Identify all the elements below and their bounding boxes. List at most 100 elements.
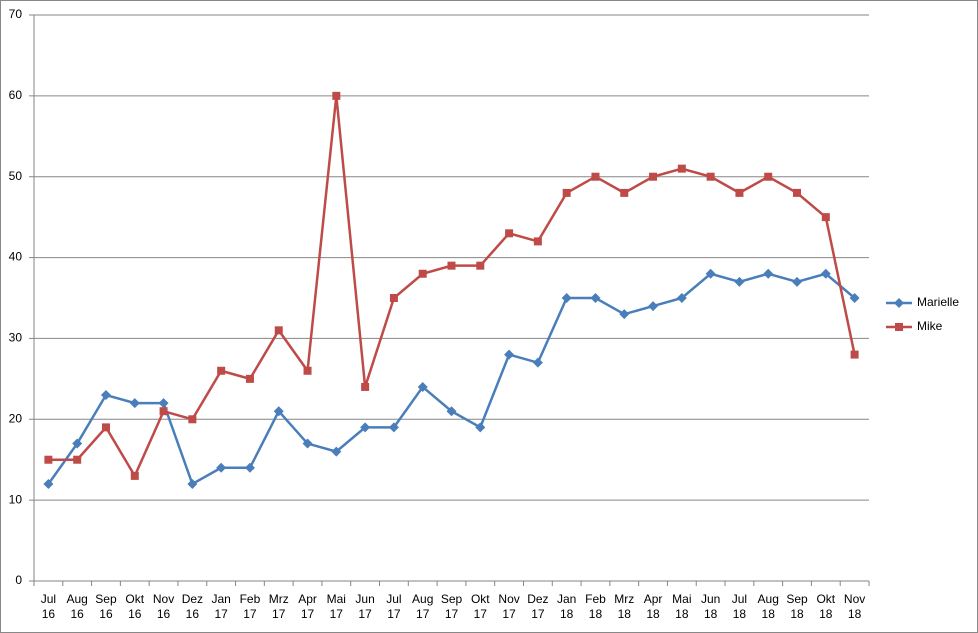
legend-marker — [894, 298, 904, 308]
data-point — [821, 213, 830, 222]
data-point — [706, 172, 715, 181]
legend-marker — [895, 323, 903, 331]
data-point — [705, 268, 716, 279]
x-tick-label: Jan 18 — [556, 592, 577, 621]
x-tick-label: Apr 17 — [298, 592, 317, 621]
data-point — [447, 261, 456, 270]
x-tick-label: Jul 17 — [386, 592, 402, 621]
x-tick-label: Mai 18 — [672, 592, 692, 621]
x-tick-label: Jun 18 — [700, 592, 721, 621]
x-tick-label: Sep 16 — [95, 592, 117, 621]
data-point — [158, 398, 169, 409]
y-tick-label: 30 — [9, 331, 23, 345]
legend-label: Mike — [917, 319, 943, 333]
data-point — [187, 478, 198, 489]
data-point — [388, 422, 399, 433]
y-tick-label: 60 — [9, 88, 23, 102]
data-point — [561, 293, 572, 303]
data-point — [302, 438, 313, 449]
data-point — [245, 374, 254, 383]
data-point — [648, 301, 659, 312]
x-tick-label: Okt 18 — [816, 592, 836, 621]
data-point — [73, 455, 82, 464]
data-point — [820, 268, 831, 279]
data-point — [677, 164, 686, 173]
y-tick-label: 50 — [9, 169, 23, 183]
y-tick-label: 20 — [9, 411, 23, 425]
data-point — [303, 366, 312, 375]
x-tick-label: Sep 18 — [786, 592, 808, 621]
data-point — [562, 188, 571, 197]
x-tick-label: Mrz 17 — [268, 592, 289, 621]
data-point — [505, 229, 514, 238]
data-point — [216, 462, 227, 473]
x-tick-label: Nov 18 — [843, 592, 866, 621]
x-tick-label: Aug 16 — [66, 592, 88, 621]
data-point — [159, 407, 168, 416]
y-tick-label: 10 — [9, 492, 23, 506]
data-point — [504, 349, 515, 360]
x-tick-label: Dez 16 — [181, 592, 204, 621]
x-tick-label: Jul 16 — [40, 592, 57, 621]
data-point — [590, 293, 601, 303]
x-tick-label: Nov 17 — [498, 592, 520, 621]
legend-label: Marielle — [917, 295, 959, 309]
x-tick-label: Dez 17 — [527, 592, 549, 621]
data-point — [217, 366, 226, 375]
data-point — [850, 350, 859, 359]
data-point — [101, 423, 110, 432]
x-tick-label: Aug 17 — [412, 592, 434, 621]
data-point — [475, 422, 486, 433]
data-point — [72, 438, 83, 449]
data-point — [735, 188, 744, 197]
data-point — [274, 326, 283, 335]
data-point — [44, 455, 53, 464]
data-point — [331, 446, 342, 457]
data-point — [389, 294, 398, 302]
data-point — [43, 478, 54, 489]
data-point — [734, 276, 745, 287]
data-point — [130, 471, 139, 480]
y-tick-label: 70 — [9, 7, 23, 21]
x-tick-label: Jun 17 — [355, 592, 375, 621]
x-tick-label: Okt 17 — [470, 592, 490, 621]
data-point — [591, 172, 600, 181]
x-tick-label: Nov 16 — [152, 592, 175, 621]
x-tick-label: Jul 18 — [731, 592, 748, 621]
x-tick-label: Feb 17 — [239, 592, 261, 621]
data-point — [418, 269, 427, 278]
data-point — [763, 268, 774, 279]
data-point — [188, 415, 197, 424]
data-point — [361, 382, 370, 391]
x-tick-label: Aug 18 — [757, 592, 779, 621]
x-tick-label: Jan 17 — [211, 592, 231, 621]
x-tick-label: Apr 18 — [643, 592, 663, 621]
data-point — [129, 398, 140, 409]
data-point — [792, 276, 803, 287]
data-point — [417, 381, 428, 392]
x-tick-label: Mrz 18 — [614, 592, 635, 621]
x-tick-label: Sep 17 — [440, 592, 463, 621]
data-point — [676, 293, 687, 303]
data-point — [476, 261, 485, 270]
data-point — [849, 293, 860, 303]
data-point — [273, 406, 284, 417]
data-point — [446, 406, 457, 417]
data-point — [533, 237, 542, 246]
data-point — [649, 172, 658, 181]
x-tick-label: Feb 18 — [585, 592, 606, 621]
y-tick-label: 0 — [15, 573, 22, 587]
data-point — [620, 188, 629, 197]
y-tick-label: 40 — [9, 250, 23, 264]
data-point — [244, 462, 255, 473]
data-point — [360, 422, 371, 433]
data-point — [764, 172, 773, 181]
data-point — [100, 390, 111, 401]
x-tick-label: Okt 16 — [125, 592, 145, 621]
data-point — [793, 188, 802, 197]
data-point — [532, 357, 543, 368]
x-tick-label: Mai 17 — [326, 592, 346, 621]
